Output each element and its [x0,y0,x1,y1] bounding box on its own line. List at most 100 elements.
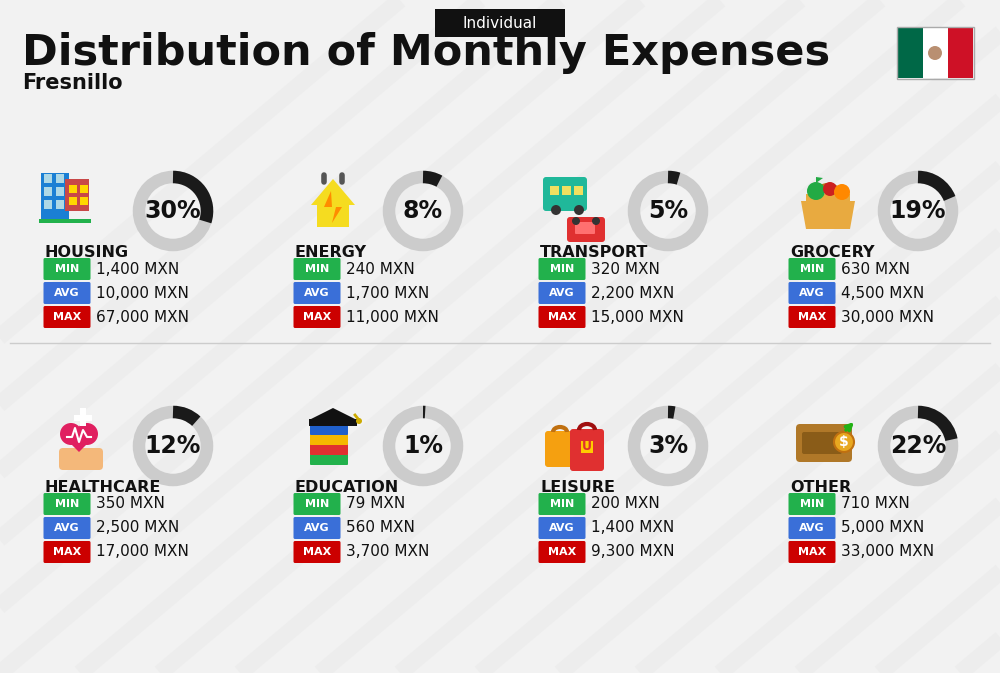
FancyBboxPatch shape [294,258,340,280]
Circle shape [834,432,854,452]
FancyBboxPatch shape [44,200,52,209]
Text: EDUCATION: EDUCATION [295,480,399,495]
Text: 1,400 MXN: 1,400 MXN [96,262,179,277]
FancyBboxPatch shape [796,424,852,462]
Text: Fresnillo: Fresnillo [22,73,123,93]
Text: MAX: MAX [53,312,81,322]
Polygon shape [311,408,355,419]
Text: MAX: MAX [798,312,826,322]
FancyBboxPatch shape [310,444,348,455]
Polygon shape [801,201,855,229]
FancyBboxPatch shape [806,194,850,203]
FancyBboxPatch shape [538,282,586,304]
Text: AVG: AVG [54,523,80,533]
FancyBboxPatch shape [80,197,88,205]
Text: U: U [582,441,592,454]
FancyBboxPatch shape [575,222,595,234]
Text: 200 MXN: 200 MXN [591,497,660,511]
Text: MIN: MIN [800,499,824,509]
Circle shape [551,205,561,215]
FancyBboxPatch shape [44,493,90,515]
FancyBboxPatch shape [567,217,605,242]
Polygon shape [324,191,342,223]
Circle shape [592,217,600,225]
FancyBboxPatch shape [309,419,357,426]
Text: 11,000 MXN: 11,000 MXN [346,310,439,324]
Text: MIN: MIN [800,264,824,274]
Polygon shape [311,179,355,205]
Circle shape [823,182,837,196]
FancyBboxPatch shape [65,179,89,211]
Text: 19%: 19% [890,199,946,223]
FancyBboxPatch shape [310,424,348,435]
FancyBboxPatch shape [550,186,559,195]
Text: 710 MXN: 710 MXN [841,497,910,511]
FancyBboxPatch shape [56,174,64,183]
FancyBboxPatch shape [435,9,565,37]
FancyBboxPatch shape [562,186,571,195]
FancyBboxPatch shape [41,173,69,221]
FancyBboxPatch shape [44,258,90,280]
FancyBboxPatch shape [44,174,52,183]
FancyBboxPatch shape [69,197,77,205]
Text: MAX: MAX [548,547,576,557]
Text: 240 MXN: 240 MXN [346,262,415,277]
FancyBboxPatch shape [294,306,340,328]
FancyBboxPatch shape [788,541,836,563]
Text: MIN: MIN [550,264,574,274]
Text: 560 MXN: 560 MXN [346,520,415,536]
FancyBboxPatch shape [538,517,586,539]
Text: LEISURE: LEISURE [540,480,615,495]
Text: HOUSING: HOUSING [45,245,129,260]
Polygon shape [816,177,823,183]
Circle shape [76,423,98,445]
Text: AVG: AVG [304,523,330,533]
FancyBboxPatch shape [44,282,90,304]
FancyBboxPatch shape [570,429,604,471]
Text: AVG: AVG [304,288,330,298]
Text: 9,300 MXN: 9,300 MXN [591,544,674,559]
FancyBboxPatch shape [59,448,103,470]
Circle shape [807,182,825,200]
FancyBboxPatch shape [310,434,348,445]
Polygon shape [61,434,97,452]
Text: 12%: 12% [145,434,201,458]
Circle shape [928,46,942,60]
Text: MAX: MAX [798,547,826,557]
Text: 5,000 MXN: 5,000 MXN [841,520,924,536]
FancyBboxPatch shape [294,541,340,563]
FancyBboxPatch shape [788,517,836,539]
Text: $: $ [839,435,849,449]
Text: AVG: AVG [54,288,80,298]
Text: MIN: MIN [305,499,329,509]
Circle shape [356,418,362,424]
FancyBboxPatch shape [948,28,972,78]
Text: 79 MXN: 79 MXN [346,497,405,511]
Text: HEALTHCARE: HEALTHCARE [45,480,161,495]
FancyBboxPatch shape [788,493,836,515]
FancyBboxPatch shape [538,306,586,328]
FancyBboxPatch shape [80,185,88,193]
Text: MAX: MAX [303,547,331,557]
Text: 3%: 3% [648,434,688,458]
FancyBboxPatch shape [538,493,586,515]
Text: MIN: MIN [55,264,79,274]
FancyBboxPatch shape [545,431,575,467]
Text: AVG: AVG [799,523,825,533]
Text: MIN: MIN [55,499,79,509]
FancyBboxPatch shape [574,186,583,195]
Text: AVG: AVG [799,288,825,298]
FancyBboxPatch shape [294,517,340,539]
FancyBboxPatch shape [44,517,90,539]
Text: AVG: AVG [549,523,575,533]
FancyBboxPatch shape [294,282,340,304]
FancyBboxPatch shape [538,258,586,280]
Text: Distribution of Monthly Expenses: Distribution of Monthly Expenses [22,32,830,74]
FancyBboxPatch shape [898,28,922,78]
Text: 22%: 22% [890,434,946,458]
Text: Individual: Individual [463,15,537,30]
FancyBboxPatch shape [802,432,842,454]
Text: 4,500 MXN: 4,500 MXN [841,285,924,301]
Text: 1%: 1% [403,434,443,458]
FancyBboxPatch shape [56,200,64,209]
